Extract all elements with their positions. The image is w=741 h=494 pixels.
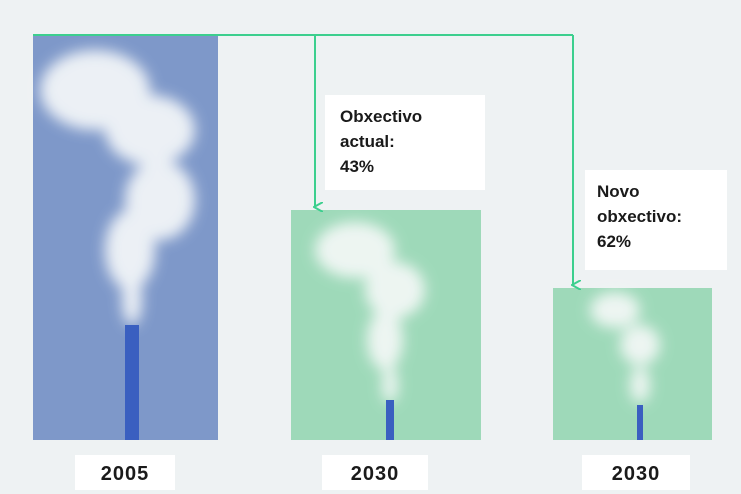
connector [33, 34, 573, 285]
year-label: 2030 [612, 463, 661, 485]
target-label: Obxectivo actual: [340, 107, 422, 151]
year-label: 2030 [351, 463, 400, 485]
year-label: 2005 [101, 463, 150, 485]
panel-2030-a [291, 210, 481, 440]
target-value: 43% [340, 157, 374, 176]
year-box [322, 455, 428, 490]
panel-2030-b [553, 288, 712, 440]
label-box [585, 170, 727, 270]
target-label: Novo obxectivo: [597, 182, 682, 226]
label-box [325, 95, 485, 190]
panel-2005 [33, 35, 218, 440]
target-value: 62% [597, 232, 631, 251]
year-box [582, 455, 690, 490]
year-box [75, 455, 175, 490]
